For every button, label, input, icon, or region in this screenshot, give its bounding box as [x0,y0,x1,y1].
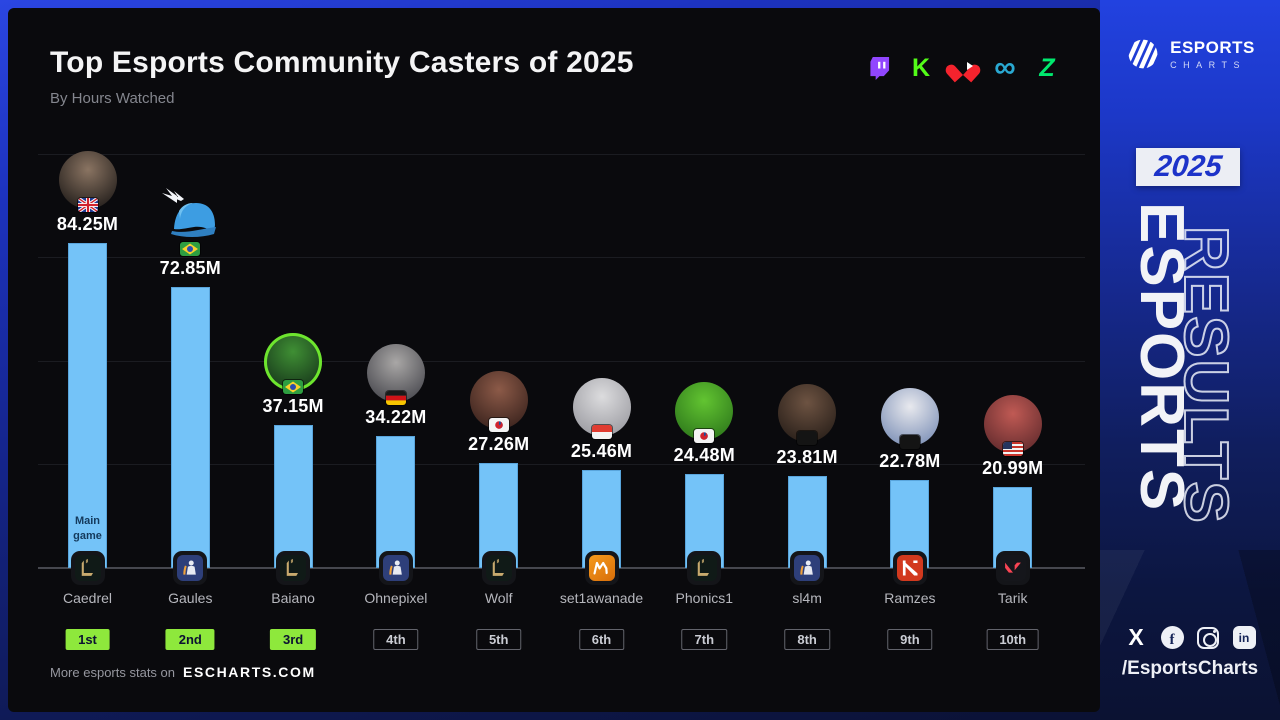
gridline [38,257,1085,258]
game-icon-lol [687,551,722,585]
game-icon-cs2 [378,551,413,585]
caster-column: 25.46M set1awanade 6th [550,8,653,650]
gridline [38,154,1085,155]
game-icon-mlbb [584,551,619,585]
vertical-word-results: RESULTS [1170,225,1241,526]
hours-watched-value: 23.81M [776,447,838,467]
rank-badge: 2nd [165,629,215,650]
rank-badge: 1st [65,629,110,650]
rank-badge: 6th [578,629,625,650]
game-icon-lol [481,551,516,585]
soop-infinity-icon: ∞ [994,51,1016,84]
caster-column: 24.48M Phonics1 7th [653,8,756,650]
hours-watched-value: 37.15M [262,396,324,416]
social-icons: X f in [1100,626,1280,649]
caster-name: Tarik [997,590,1028,606]
brand-line1: ESPORTS [1170,38,1255,57]
instagram-icon [1197,626,1220,649]
hours-watched-bar [273,425,313,568]
x-twitter-icon: X [1128,624,1144,650]
hours-watched-value: 25.46M [570,441,633,461]
game-icon-lol [70,551,105,585]
caster-column: 72.85M Gaules 2nd [139,8,242,650]
platform-icons: K ∞ Z [866,52,1060,84]
rank-badge: 10th [986,629,1040,650]
caster-name: Gaules [168,590,213,606]
game-icon-valorant [995,551,1030,585]
esports-charts-logo: ESPORTS CHARTS [1100,36,1280,72]
caster-name: Ohnepixel [364,590,428,606]
caster-column: 37.15M Baiano 3rd [242,8,345,650]
country-flag-gb [77,198,98,212]
hours-watched-bar [170,287,210,568]
brand-sidebar: ESPORTS CHARTS 2025 ESPORTS RESULTS X f … [1100,0,1280,720]
caster-column: 34.22M Ohnepixel 4th [344,8,447,650]
country-flag-id [591,425,612,439]
country-flag-us [1002,442,1023,456]
page-subtitle: By Hours Watched [50,90,175,107]
country-flag-br [283,380,304,394]
rank-badge: 4th [373,629,419,650]
facebook-icon: f [1160,626,1184,649]
game-icon-dota2 [892,551,927,585]
twitch-icon [866,55,892,81]
caster-avatar-helmet-icon [157,187,223,239]
hours-watched-value: 24.48M [673,445,735,465]
caster-column: 22.78M Ramzes 9th [858,8,961,650]
page-title: Top Esports Community Casters of 2025 [50,46,634,79]
heart-live-icon [950,55,976,81]
bar-chart: Main game 84.25M Caedrel 1st 72.85M Gaules 2nd 3… [8,8,1092,650]
caster-name: Phonics1 [675,590,734,606]
gridline [38,361,1085,362]
hours-watched-bar [376,436,416,568]
chzzk-icon: Z [1039,53,1055,82]
chart-card: Top Esports Community Casters of 2025 By… [8,8,1100,712]
gridline [38,464,1085,465]
caster-name: set1awanade [559,590,644,606]
brand-line2: CHARTS [1170,60,1246,70]
caster-column: 27.26M Wolf 5th [447,8,550,650]
rank-badge: 7th [681,629,728,650]
rank-badge: 8th [784,629,830,650]
year-badge: 2025 [1136,148,1240,186]
rank-badge: 3rd [269,629,317,650]
country-flag-kr [694,429,715,443]
hours-watched-value: 84.25M [56,214,119,234]
game-icon-cs2 [173,551,208,585]
caster-name: Ramzes [884,590,936,606]
footer-site-link: ESCHARTS.COM [183,664,316,680]
hours-watched-value: 22.78M [879,451,941,471]
rank-badge: 5th [475,629,522,650]
country-flag-br [180,242,201,256]
caster-name: Baiano [271,590,315,606]
country-flag-censored [797,431,818,445]
footer-credit: More esports stats on ESCHARTS.COM [50,664,316,680]
caster-name: sl4m [792,590,822,606]
country-flag-censored [899,435,920,449]
caster-column: 23.81M sl4m 8th [756,8,859,650]
caster-column: Main game 84.25M Caedrel 1st [36,8,139,650]
social-handle: /EsportsCharts [1121,658,1259,679]
logo-mark-icon [1125,36,1162,72]
hours-watched-value: 34.22M [365,407,427,427]
country-flag-kr [488,418,509,432]
hours-watched-bar [68,243,107,568]
hours-watched-bar [479,463,519,568]
game-icon-cs2 [790,551,825,585]
footer-text: More esports stats on [50,665,175,680]
hours-watched-value: 27.26M [468,434,530,454]
chart-baseline [38,567,1085,569]
main-game-note: Main game [73,515,102,543]
hours-watched-value: 20.99M [982,458,1044,478]
caster-name: Caedrel [62,590,113,606]
caster-column: 20.99M Tarik 10th [961,8,1064,650]
linkedin-icon: in [1232,626,1256,649]
caster-name: Wolf [484,590,513,606]
game-icon-lol [276,551,311,585]
kick-icon: K [911,53,931,82]
year-label: 2025 [1152,150,1224,183]
hours-watched-value: 72.85M [159,258,221,278]
country-flag-de [385,391,406,405]
rank-badge: 9th [887,629,933,650]
